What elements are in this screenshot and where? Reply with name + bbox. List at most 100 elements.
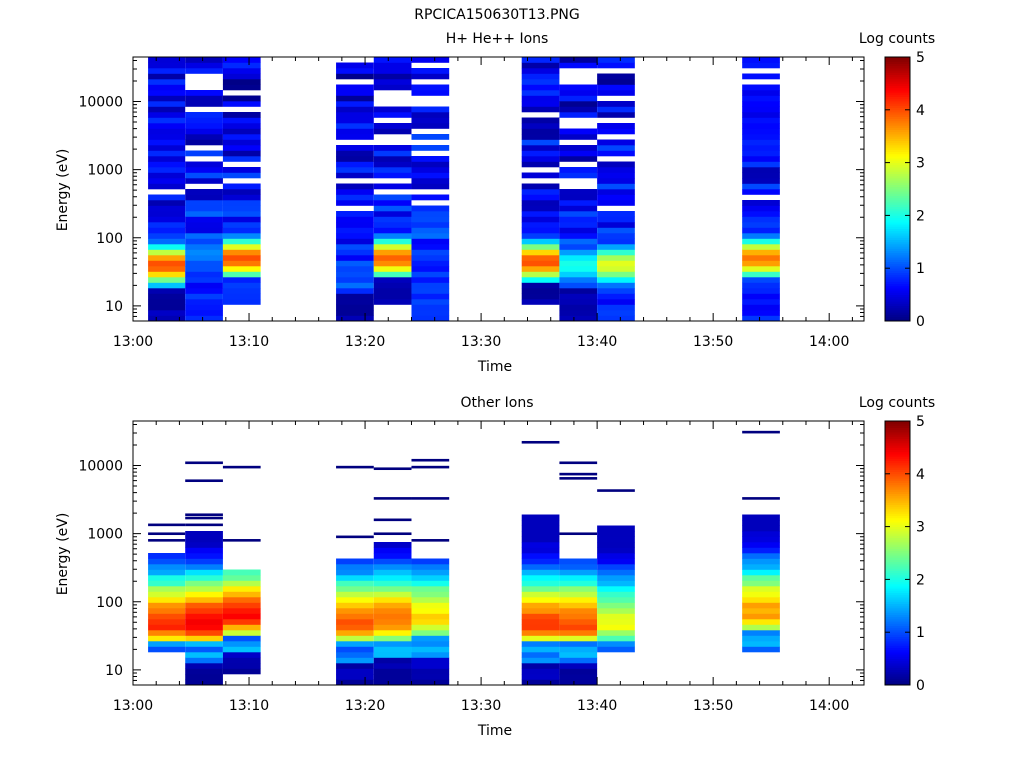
heatmap-line [597, 489, 635, 492]
heatmap-cell [597, 90, 635, 96]
heatmap-cell [597, 525, 635, 532]
heatmap-cell [559, 128, 598, 135]
heatmap-cell [185, 95, 223, 102]
heatmap-cell [336, 183, 374, 190]
x-tick-label: 13:50 [693, 334, 733, 350]
heatmap-cell [521, 663, 560, 669]
colorbar-swatch [885, 74, 910, 78]
colorbar-swatch [885, 575, 910, 578]
heatmap-cell [411, 288, 450, 294]
heatmap-cell [597, 123, 635, 129]
heatmap-cell [336, 68, 374, 74]
colorbar-swatch [885, 182, 910, 185]
heatmap-cell [597, 57, 635, 63]
heatmap-cell [185, 619, 223, 625]
heatmap-cell [411, 282, 450, 289]
heatmap-cell [185, 260, 223, 267]
heatmap-cell [148, 95, 186, 102]
heatmap-cell [742, 200, 780, 206]
heatmap-cell [148, 112, 186, 118]
heatmap-cell [597, 569, 635, 576]
colorbar-swatch [885, 674, 910, 677]
heatmap-cell [148, 73, 186, 80]
heatmap-cell [373, 641, 412, 647]
heatmap-cell [148, 558, 186, 565]
heatmap-cell [521, 194, 560, 201]
heatmap-cell [559, 233, 598, 239]
colorbar-swatch [885, 528, 910, 532]
colorbar-swatch [885, 76, 910, 80]
heatmap-line [185, 523, 223, 527]
time-bin-column [411, 57, 450, 322]
colorbar-swatch [885, 290, 910, 293]
colorbar-swatch [885, 70, 910, 73]
colorbar-swatch [885, 594, 910, 598]
heatmap-cell [521, 62, 560, 69]
heatmap-cell [373, 608, 412, 614]
colorbar-swatch [885, 465, 910, 468]
heatmap-cell [148, 79, 186, 85]
heatmap-cell [373, 183, 412, 190]
heatmap-cell [411, 613, 450, 620]
heatmap-cell [521, 172, 560, 179]
heatmap-cell [336, 293, 374, 300]
colorbar-swatch [885, 502, 910, 505]
time-bin-column [222, 57, 261, 305]
heatmap-cell [373, 657, 412, 664]
heatmap-cell [742, 73, 780, 80]
colorbar-swatch [885, 469, 910, 472]
heatmap-cell [185, 134, 223, 140]
heatmap-cell [148, 569, 186, 576]
heatmap-cell [373, 249, 412, 256]
heatmap-cell [521, 139, 560, 146]
heatmap-cell [336, 101, 374, 107]
heatmap-cell [336, 679, 374, 686]
heatmap-cell [521, 575, 560, 581]
colorbar-swatch [885, 134, 910, 137]
heatmap-cell [148, 646, 186, 653]
heatmap-cell [185, 117, 223, 124]
heatmap-cell [148, 128, 186, 135]
heatmap-cell [597, 145, 635, 151]
heatmap-cell [559, 244, 598, 250]
colorbar-swatch [885, 314, 910, 317]
heatmap-cell [222, 84, 261, 91]
heatmap-cell [185, 123, 223, 129]
heatmap-cell [521, 84, 560, 91]
colorbar-swatch [885, 316, 910, 320]
panel-h-he-ions: H+ He++ Ions 13:00 13:10 13:20 13:30 13:40 13… [55, 31, 935, 375]
heatmap-cell [597, 558, 635, 565]
heatmap-cell [521, 564, 560, 570]
heatmap-cell [148, 117, 186, 124]
colorbar-swatch [885, 125, 910, 128]
heatmap-cell [742, 183, 780, 190]
heatmap-cell [597, 619, 635, 625]
heatmap-cell [742, 531, 780, 537]
heatmap-cell [185, 652, 223, 658]
panel-title: H+ He++ Ions [446, 31, 549, 47]
colorbar-swatch [885, 570, 910, 574]
colorbar-swatch [885, 669, 910, 673]
heatmap-cell [742, 150, 780, 157]
heatmap-cell [336, 260, 374, 267]
heatmap-cell [411, 575, 450, 581]
heatmap-cell [373, 586, 412, 592]
colorbar-swatch [885, 643, 910, 646]
colorbar-swatch [885, 197, 910, 201]
heatmap-cell [185, 531, 223, 537]
heatmap-cell [336, 641, 374, 647]
heatmap-cell [148, 84, 186, 91]
colorbar-swatch [885, 180, 910, 183]
heatmap-cell [521, 106, 560, 113]
heatmap-cell [597, 597, 635, 603]
heatmap-cell [185, 161, 223, 168]
heatmap-cell [336, 156, 374, 162]
colorbar-swatch [885, 92, 910, 95]
heatmap-cell [742, 271, 780, 278]
heatmap-cell [597, 575, 635, 581]
time-bin-column [185, 461, 223, 686]
heatmap-cell [411, 227, 450, 234]
colorbar-swatch [885, 557, 910, 560]
heatmap-cell [411, 315, 450, 322]
heatmap-cell [148, 602, 186, 609]
